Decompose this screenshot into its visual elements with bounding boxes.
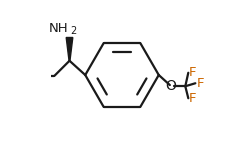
Text: 2: 2 [70, 26, 76, 36]
Text: F: F [188, 66, 196, 78]
Text: O: O [165, 79, 176, 93]
Text: F: F [188, 93, 196, 105]
Text: NH: NH [48, 22, 68, 35]
Text: F: F [196, 77, 203, 90]
Polygon shape [66, 38, 73, 61]
